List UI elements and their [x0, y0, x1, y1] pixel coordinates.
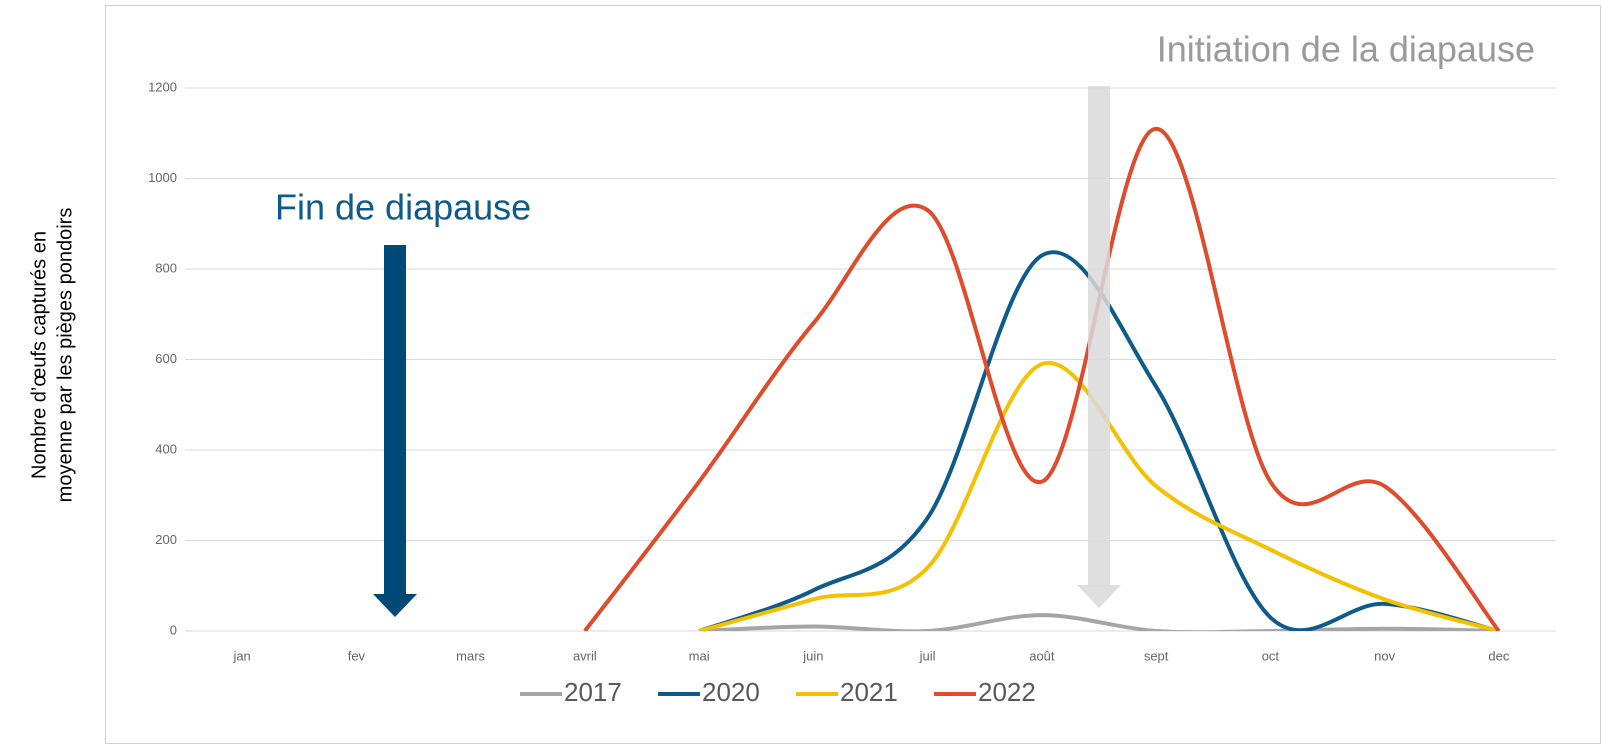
- y-tick-label: 1000: [148, 170, 177, 185]
- arrow-head: [1077, 585, 1121, 608]
- y-tick-label: 800: [155, 260, 177, 275]
- y-tick-label: 400: [155, 441, 177, 456]
- x-tick-label: mars: [456, 648, 485, 663]
- chart-frame: [105, 5, 1601, 744]
- y-tick-label: 1200: [148, 79, 177, 94]
- x-tick-label: fev: [348, 648, 366, 663]
- legend-label: 2017: [564, 677, 622, 707]
- legend-label: 2021: [840, 677, 898, 707]
- legend-label: 2020: [702, 677, 760, 707]
- x-tick-label: juin: [802, 648, 823, 663]
- x-tick-label: oct: [1262, 648, 1280, 663]
- x-tick-label: juil: [919, 648, 936, 663]
- y-axis-label: Nombre d’œufs capturés en: [28, 231, 50, 479]
- arrow-shaft: [384, 245, 406, 595]
- annotation: Fin de diapause: [275, 187, 531, 228]
- arrow-shaft: [1088, 86, 1110, 586]
- x-tick-label: mai: [689, 648, 710, 663]
- x-tick-label: dec: [1488, 648, 1509, 663]
- annotation: Initiation de la diapause: [1157, 29, 1535, 70]
- arrow-head: [373, 594, 417, 617]
- x-tick-label: sept: [1144, 648, 1169, 663]
- x-tick-label: avril: [573, 648, 597, 663]
- x-tick-label: août: [1029, 648, 1055, 663]
- y-tick-label: 600: [155, 351, 177, 366]
- series-line: [698, 360, 1500, 631]
- x-tick-label: nov: [1374, 648, 1395, 663]
- y-axis-label: moyenne par les pièges pondoirs: [54, 208, 76, 503]
- series-line: [699, 613, 1499, 631]
- legend-label: 2022: [978, 677, 1036, 707]
- series-line: [583, 126, 1501, 631]
- x-tick-label: jan: [232, 648, 250, 663]
- y-tick-label: 200: [155, 532, 177, 547]
- y-tick-label: 0: [170, 622, 177, 637]
